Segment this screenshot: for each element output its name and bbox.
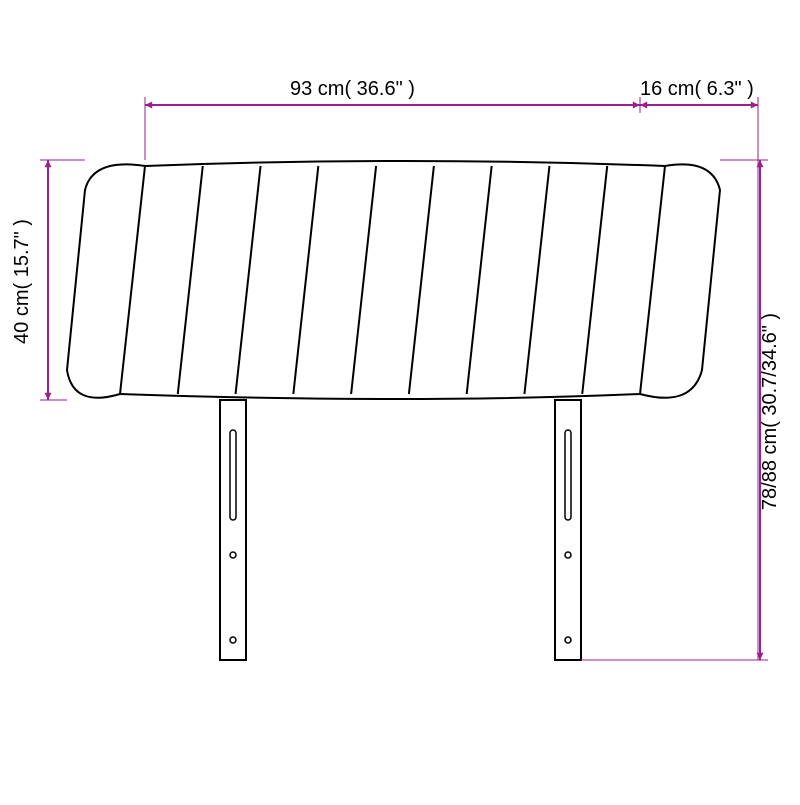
diagram-svg	[0, 0, 800, 800]
dim-width-main-label: 93 cm( 36.6" )	[290, 78, 415, 101]
dim-width-ear-label: 16 cm( 6.3" )	[640, 78, 754, 101]
dim-height-total-label: 78/88 cm( 30.7/34.6" )	[759, 313, 782, 510]
dimension-diagram: 93 cm( 36.6" ) 16 cm( 6.3" ) 40 cm( 15.7…	[0, 0, 800, 800]
dim-height-panel-label: 40 cm( 15.7" )	[11, 219, 34, 344]
